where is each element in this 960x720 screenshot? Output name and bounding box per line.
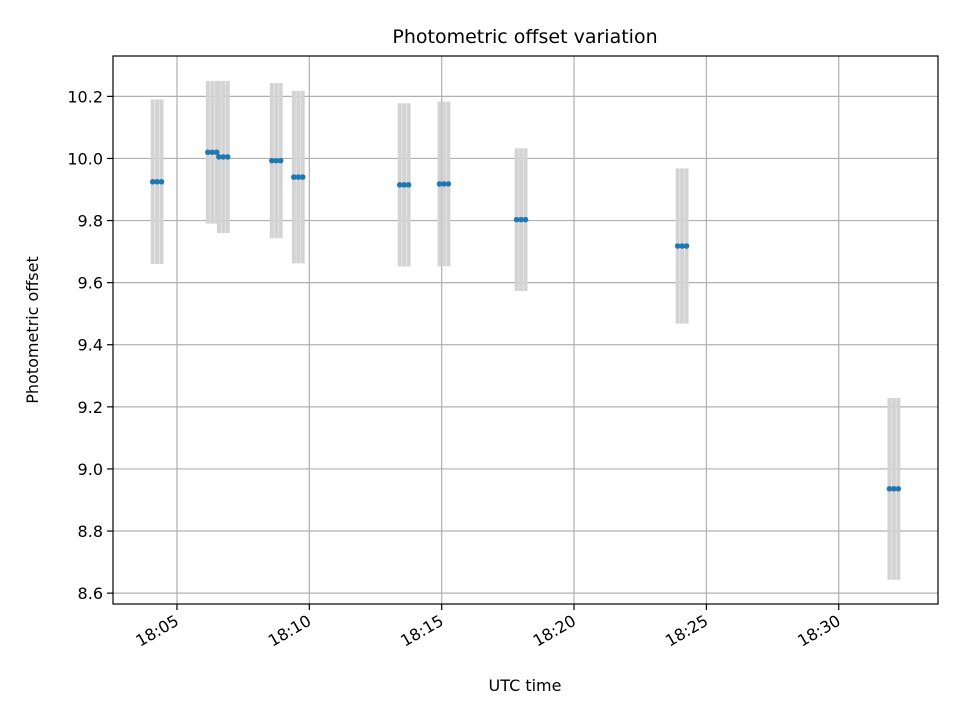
plot-area: 18:05 18:10 18:15 18:20 18:25 18:308.68.89.09…: [67, 55, 939, 651]
data-point: [277, 157, 284, 164]
y-tick-label: 9.6: [78, 274, 103, 293]
data-point: [291, 174, 297, 180]
data-point: [273, 157, 280, 164]
data-point: [445, 181, 452, 187]
data-point: [158, 178, 165, 185]
data-point: [205, 149, 211, 156]
y-tick-label: 9.0: [78, 460, 103, 479]
y-axis-label: Photometric offset: [23, 256, 42, 404]
data-point: [224, 154, 231, 160]
data-point: [295, 174, 302, 180]
y-tick-label: 8.8: [78, 522, 103, 541]
data-point: [405, 182, 412, 188]
data-point: [891, 486, 897, 492]
data-point: [154, 178, 160, 185]
data-point: [299, 174, 306, 180]
data-point: [209, 149, 216, 156]
data-point: [220, 154, 227, 160]
y-tick-label: 8.6: [78, 584, 103, 603]
data-point: [213, 149, 220, 156]
data-point: [396, 182, 403, 188]
data-point: [513, 216, 520, 223]
data-point: [436, 181, 443, 187]
y-tick-label: 9.4: [78, 336, 103, 355]
y-tick-label: 10.0: [67, 149, 103, 168]
data-point: [269, 157, 275, 164]
data-point: [683, 243, 690, 249]
data-point: [522, 216, 529, 223]
data-point: [441, 181, 447, 187]
data-point: [518, 216, 524, 223]
y-tick-label: 10.2: [67, 87, 103, 106]
y-tick-label: 9.2: [78, 398, 103, 417]
data-point: [149, 178, 156, 185]
data-point: [674, 243, 681, 249]
plot-background: [113, 56, 938, 604]
data-point: [401, 182, 407, 188]
y-tick-label: 9.8: [78, 212, 103, 231]
data-point: [216, 154, 222, 160]
plot-frame: [112, 55, 939, 605]
data-point: [679, 243, 685, 249]
chart-title: Photometric offset variation: [392, 26, 657, 48]
x-axis-label: UTC time: [489, 676, 562, 695]
data-points: [149, 149, 902, 492]
data-point: [895, 486, 902, 492]
data-point: [886, 486, 893, 492]
